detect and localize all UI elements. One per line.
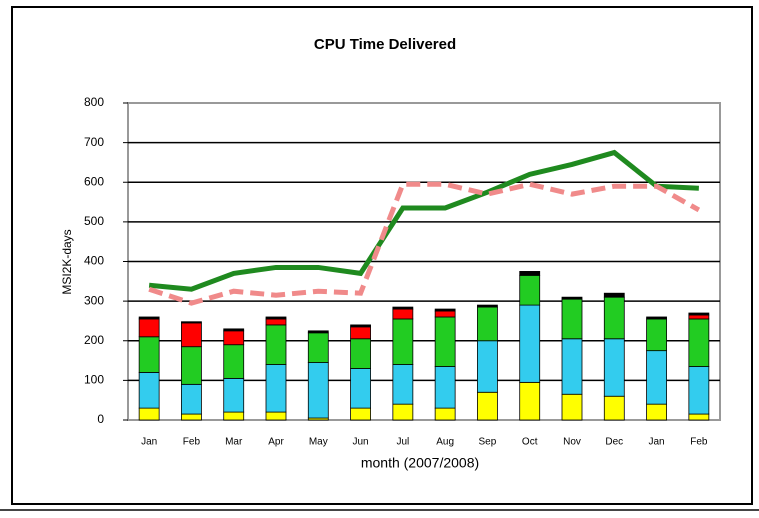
bar-segment [561, 296, 583, 300]
bar-segment [223, 344, 245, 379]
bar-segment [181, 322, 202, 348]
y-axis-label: MSI2K-days [60, 229, 74, 294]
bar-segment [603, 395, 625, 421]
x-tick-label: Jun [353, 437, 369, 448]
y-tick-label: 300 [84, 293, 104, 307]
bar-segment [434, 366, 456, 409]
bar-segment [603, 296, 625, 340]
bar-segment [181, 346, 202, 385]
bar-segment [138, 316, 160, 320]
x-tick-label: Feb [183, 437, 201, 448]
bar-segment [646, 318, 667, 352]
bar-segment [477, 340, 498, 393]
bar-segment [392, 403, 414, 421]
x-tick-label: Sep [479, 437, 497, 448]
x-tick-label: Nov [563, 437, 581, 448]
bar-segment [307, 362, 329, 419]
bar-segment [350, 326, 371, 340]
x-tick-label: May [309, 437, 328, 448]
bar-segment [392, 308, 414, 320]
bar-segment [223, 377, 245, 413]
bar-segment [138, 372, 160, 409]
x-tick-label: Apr [268, 437, 284, 448]
line-series [148, 149, 699, 292]
x-tick-label: Jan [649, 437, 665, 448]
bar-segment [181, 383, 202, 415]
y-tick-label: 700 [84, 135, 104, 149]
bar-segment [392, 306, 414, 310]
bar-segment [181, 321, 202, 324]
bar-segment [688, 312, 710, 316]
bar-segment [519, 381, 541, 421]
x-tick-label: Oct [522, 437, 538, 448]
bar-segment [561, 338, 583, 395]
bar-segment [392, 364, 414, 405]
bar-segment [519, 271, 541, 276]
bar-segment [646, 316, 667, 320]
bar-segment [688, 413, 710, 421]
y-tick-label: 600 [84, 174, 104, 188]
y-tick-label: 200 [84, 333, 104, 347]
bar-segment [477, 304, 498, 308]
y-tick-label: 0 [97, 412, 104, 426]
bar-segment [434, 316, 456, 367]
chart-title: CPU Time Delivered [314, 36, 456, 53]
bar-segment [138, 318, 160, 338]
bar-segment [223, 330, 245, 346]
bar-segment [603, 292, 625, 298]
bar-segment [477, 306, 498, 342]
bar-segment [392, 318, 414, 365]
bar-segment [603, 338, 625, 397]
bar-segment [519, 274, 541, 306]
bar-segment [688, 314, 710, 320]
bar-segment [646, 350, 667, 405]
bar-segment [434, 310, 456, 318]
bar-segment [688, 366, 710, 415]
bar-segment [646, 403, 667, 421]
x-tick-label: Jan [141, 437, 157, 448]
y-tick-label: 100 [84, 373, 104, 387]
bar-segment [307, 332, 329, 363]
x-tick-label: Jul [396, 437, 409, 448]
bar-segment [138, 336, 160, 373]
bar-segment [223, 411, 245, 421]
bar-segment [434, 308, 456, 312]
bar-segment [265, 316, 287, 320]
y-tick-label: 500 [84, 214, 104, 228]
bar-segment [307, 330, 329, 334]
x-tick-label: Mar [225, 437, 243, 448]
x-tick-label: Aug [436, 437, 454, 448]
bar-segment [350, 407, 371, 421]
bar-segment [265, 364, 287, 413]
bar-segment [561, 393, 583, 421]
bar-segment [350, 324, 371, 328]
bar-segment [265, 318, 287, 326]
bar-segment [350, 368, 371, 409]
bar-segment [350, 338, 371, 369]
line-series [148, 181, 701, 306]
bar-segment [519, 304, 541, 383]
bar-segment [561, 298, 583, 340]
bar-segment [138, 407, 160, 421]
bar-segment [434, 407, 456, 421]
bar-segment [181, 413, 202, 421]
y-tick-label: 400 [84, 254, 104, 268]
bar-segment [265, 324, 287, 365]
bar-segment [265, 411, 287, 421]
x-tick-label: Feb [690, 437, 708, 448]
y-tick-label: 800 [84, 95, 104, 109]
bar-segment [477, 391, 498, 421]
x-axis-label: month (2007/2008) [361, 455, 479, 471]
bar-segment [688, 318, 710, 367]
bar-segment [223, 328, 245, 332]
x-tick-label: Dec [605, 437, 623, 448]
